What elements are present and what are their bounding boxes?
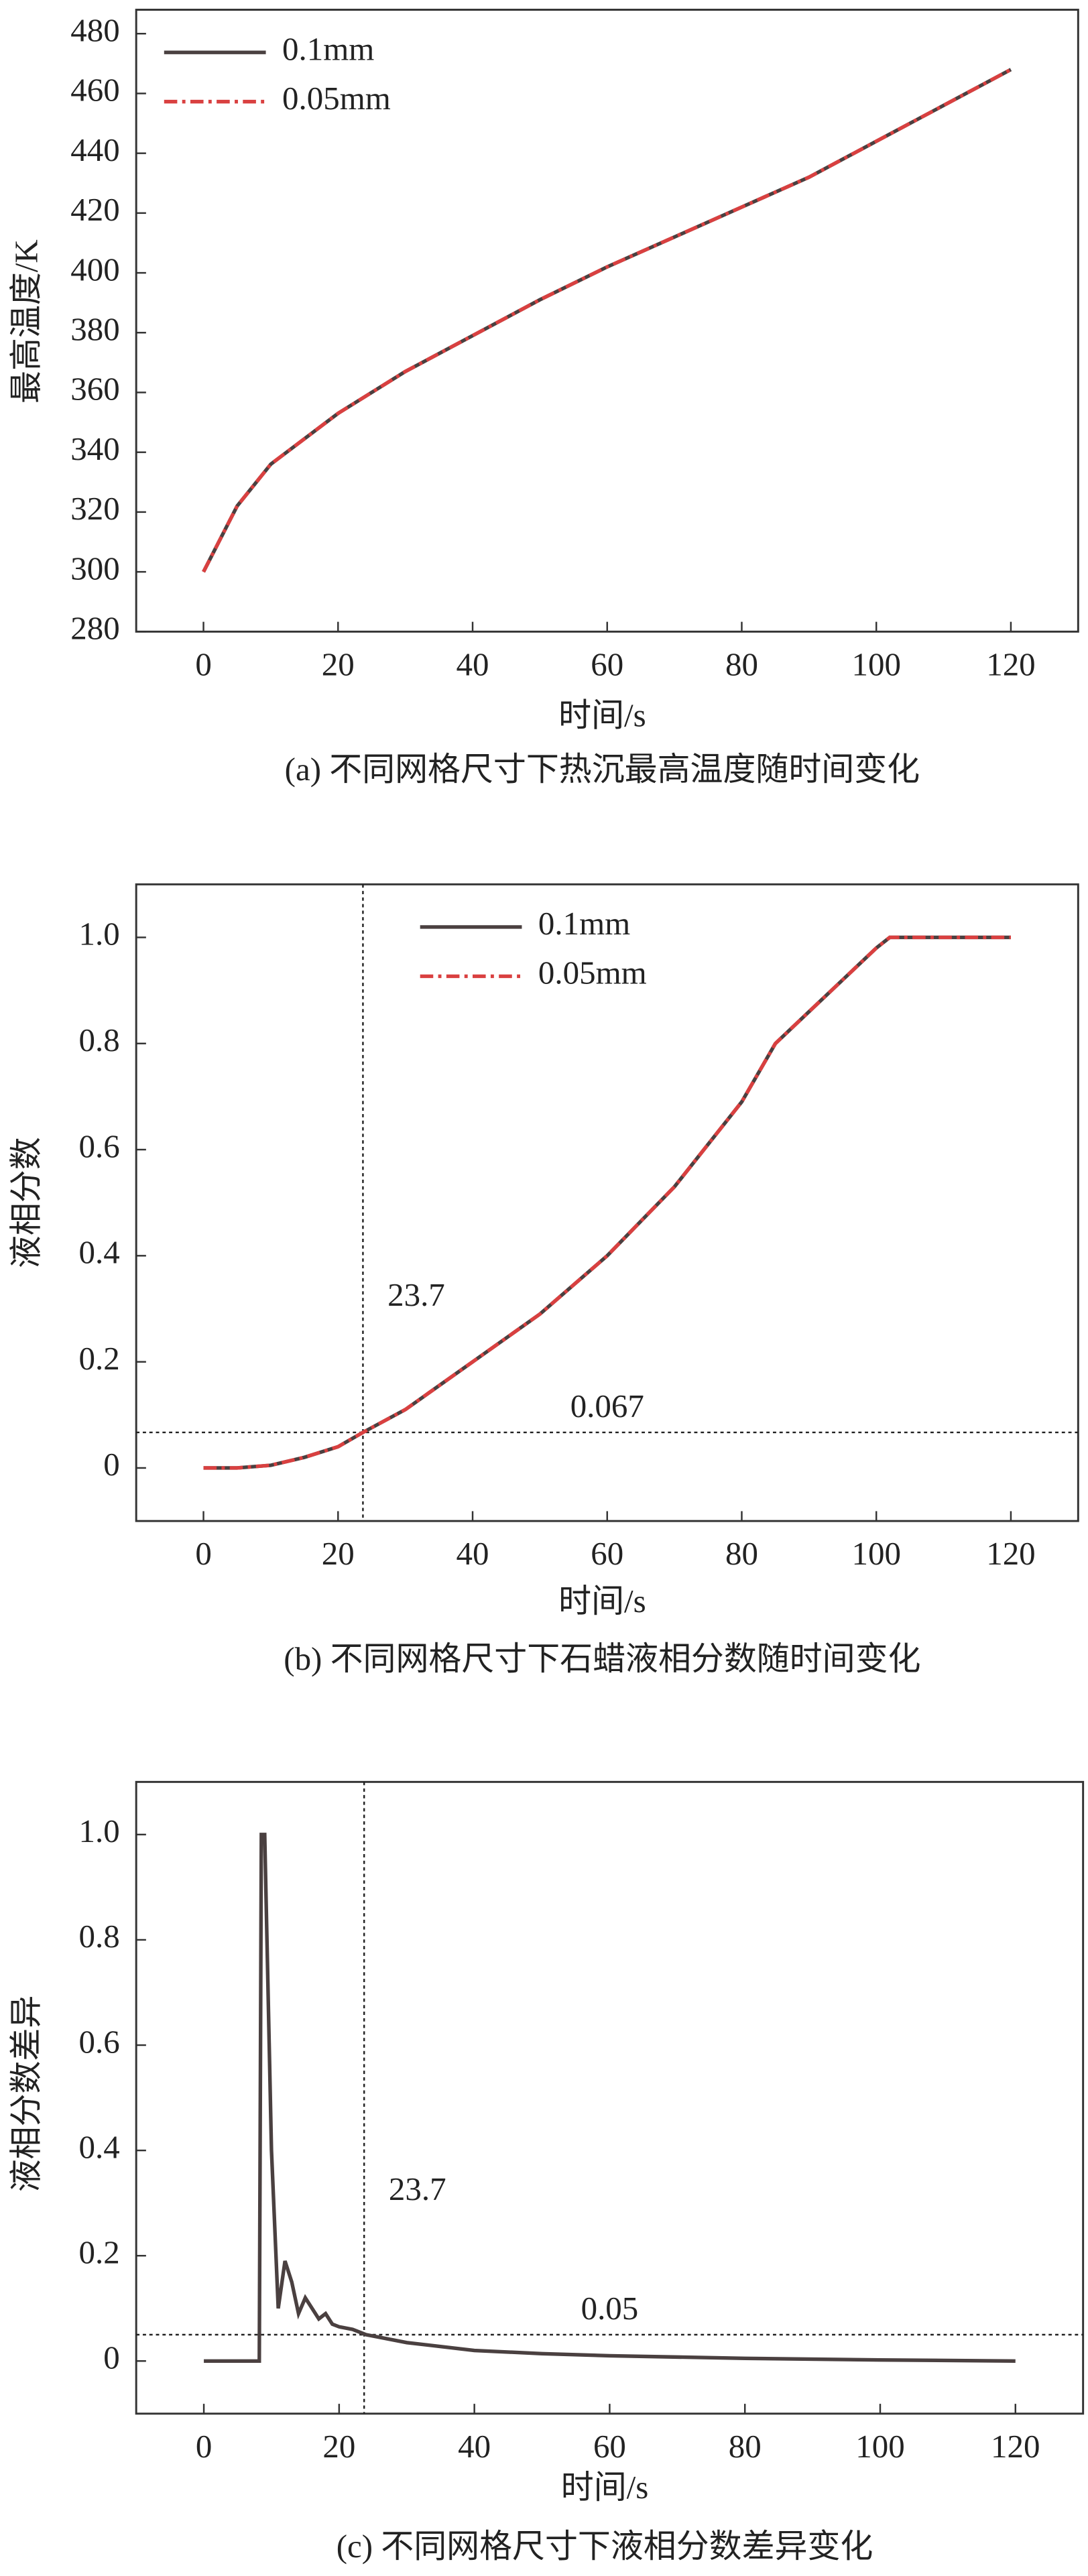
y-tick-label: 360 xyxy=(70,371,119,408)
y-axis-label: 最高温度/K xyxy=(7,239,44,404)
legend-label: 0.1mm xyxy=(538,905,630,942)
y-tick-label: 0 xyxy=(103,2339,119,2376)
y-tick-label: 0.2 xyxy=(79,1340,120,1377)
x-tick-label: 100 xyxy=(852,1535,901,1572)
x-tick-label: 80 xyxy=(729,2428,762,2465)
x-tick-label: 40 xyxy=(457,1535,489,1572)
y-axis-label: 液相分数 xyxy=(7,1137,44,1268)
x-axis-label: 时间/s xyxy=(558,1583,646,1619)
x-tick-label: 40 xyxy=(458,2428,491,2465)
y-tick-label: 1.0 xyxy=(79,916,120,953)
caption: (a) 不同网格尺寸下热沉最高温度随时间变化 xyxy=(285,751,920,788)
x-tick-label: 100 xyxy=(855,2428,904,2465)
y-tick-label: 300 xyxy=(70,550,119,587)
x-tick-label: 40 xyxy=(457,646,489,682)
caption: (b) 不同网格尺寸下石蜡液相分数随时间变化 xyxy=(284,1640,920,1677)
x-tick-label: 60 xyxy=(591,646,623,682)
x-axis-label: 时间/s xyxy=(561,2469,649,2506)
y-tick-label: 280 xyxy=(70,610,119,647)
x-tick-label: 20 xyxy=(322,2428,355,2465)
x-tick-label: 120 xyxy=(986,1535,1035,1572)
y-tick-label: 420 xyxy=(70,191,119,228)
vline-label: 23.7 xyxy=(389,2170,446,2207)
x-tick-label: 80 xyxy=(725,646,758,682)
y-tick-label: 320 xyxy=(70,490,119,527)
x-tick-label: 20 xyxy=(322,646,355,682)
x-tick-label: 60 xyxy=(591,1535,623,1572)
x-tick-label: 120 xyxy=(991,2428,1040,2465)
x-tick-label: 0 xyxy=(196,2428,212,2465)
x-tick-label: 0 xyxy=(195,646,211,682)
series-line xyxy=(202,68,1012,573)
y-tick-label: 0.4 xyxy=(79,2128,120,2165)
y-tick-label: 0.8 xyxy=(79,1918,120,1955)
legend-label: 0.05mm xyxy=(538,955,647,991)
legend-label: 0.1mm xyxy=(282,30,374,67)
y-tick-label: 480 xyxy=(70,11,119,48)
x-tick-label: 120 xyxy=(986,646,1035,682)
x-tick-label: 60 xyxy=(593,2428,626,2465)
series-line xyxy=(202,68,1012,573)
y-tick-label: 440 xyxy=(70,131,119,168)
hline-label: 0.05 xyxy=(581,2290,639,2327)
y-tick-label: 1.0 xyxy=(79,1813,120,1849)
y-tick-label: 0.6 xyxy=(79,1127,120,1164)
x-tick-label: 20 xyxy=(322,1535,355,1572)
y-tick-label: 380 xyxy=(70,311,119,348)
x-axis-label: 时间/s xyxy=(558,696,646,733)
y-tick-label: 0.4 xyxy=(79,1234,120,1271)
y-tick-label: 0.2 xyxy=(79,2233,120,2270)
x-tick-label: 0 xyxy=(195,1535,211,1572)
legend-label: 0.05mm xyxy=(282,80,391,117)
vline-label: 23.7 xyxy=(387,1276,445,1313)
y-tick-label: 0 xyxy=(103,1446,119,1483)
plot-frame xyxy=(135,9,1079,633)
series-line xyxy=(203,935,1011,1470)
caption: (c) 不同网格尺寸下液相分数差异变化 xyxy=(337,2528,873,2565)
y-tick-label: 0.8 xyxy=(79,1022,120,1058)
y-axis-label: 液相分数差异 xyxy=(7,1996,44,2193)
x-tick-label: 100 xyxy=(852,646,901,682)
series-line xyxy=(204,1833,1016,2363)
y-tick-label: 460 xyxy=(70,72,119,109)
hline-label: 0.067 xyxy=(570,1388,644,1424)
y-tick-label: 340 xyxy=(70,430,119,467)
y-tick-label: 0.6 xyxy=(79,2023,120,2060)
y-tick-label: 400 xyxy=(70,251,119,288)
x-tick-label: 80 xyxy=(725,1535,758,1572)
